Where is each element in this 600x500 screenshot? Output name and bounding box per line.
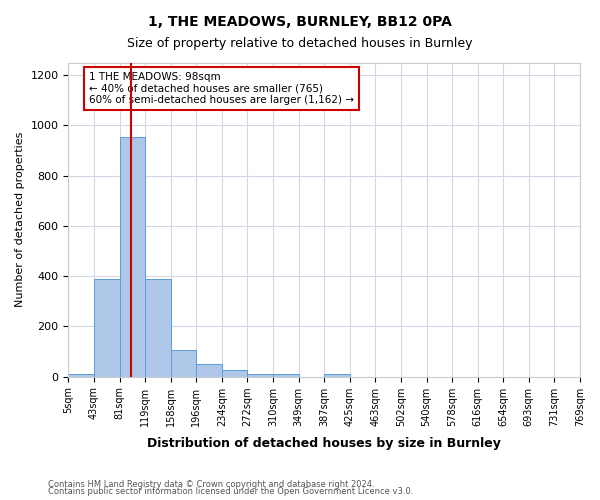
Bar [222,370,247,376]
Bar [324,374,350,376]
X-axis label: Distribution of detached houses by size in Burnley: Distribution of detached houses by size … [147,437,501,450]
Y-axis label: Number of detached properties: Number of detached properties [15,132,25,308]
Text: Contains public sector information licensed under the Open Government Licence v3: Contains public sector information licen… [48,487,413,496]
Bar [68,374,94,376]
Bar [247,374,273,376]
Bar [273,374,299,376]
Text: Size of property relative to detached houses in Burnley: Size of property relative to detached ho… [127,38,473,51]
Text: 1, THE MEADOWS, BURNLEY, BB12 0PA: 1, THE MEADOWS, BURNLEY, BB12 0PA [148,15,452,29]
Text: Contains HM Land Registry data © Crown copyright and database right 2024.: Contains HM Land Registry data © Crown c… [48,480,374,489]
Bar [145,278,171,376]
Bar [119,136,145,376]
Bar [196,364,222,376]
Text: 1 THE MEADOWS: 98sqm
← 40% of detached houses are smaller (765)
60% of semi-deta: 1 THE MEADOWS: 98sqm ← 40% of detached h… [89,72,354,105]
Bar [171,350,196,376]
Bar [94,278,119,376]
